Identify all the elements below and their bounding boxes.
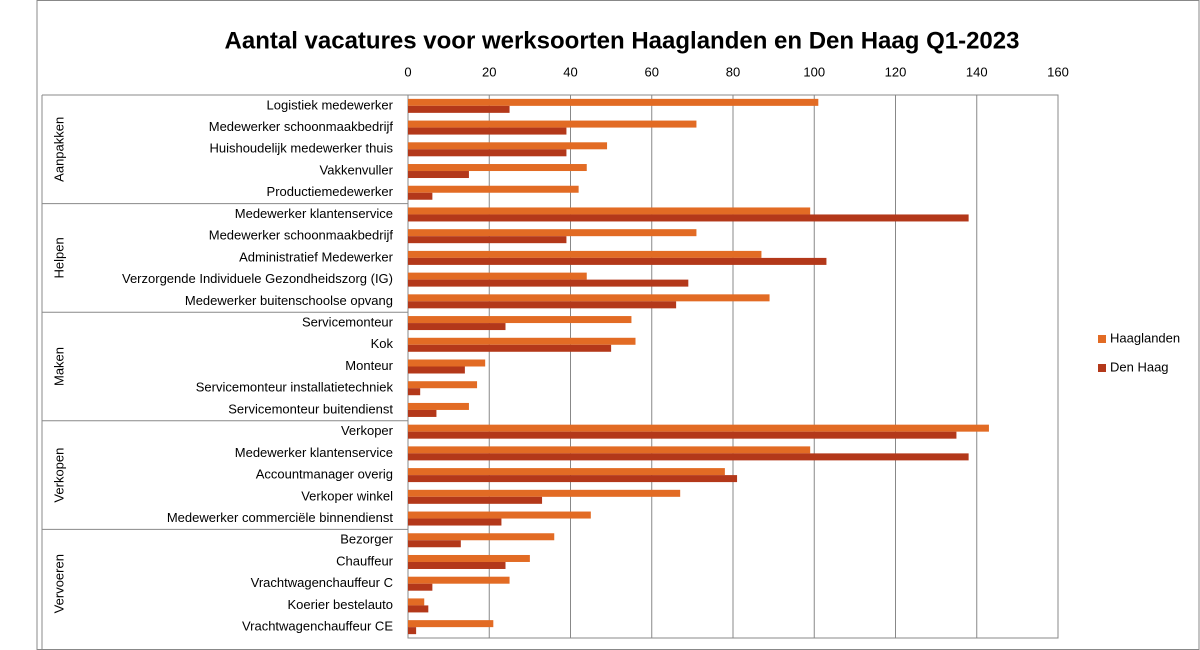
- y-tick-label: Bezorger: [340, 532, 393, 547]
- bar: [408, 431, 957, 439]
- legend-swatch: [1098, 364, 1106, 372]
- bar: [408, 171, 469, 179]
- y-tick-label: Koerier bestelauto: [287, 597, 393, 612]
- bar: [408, 149, 567, 157]
- y-tick-label: Servicemonteur buitendienst: [228, 401, 393, 416]
- bar: [408, 344, 612, 352]
- bar: [408, 105, 510, 113]
- y-tick-label: Verkoper winkel: [301, 488, 393, 503]
- x-tick-label: 20: [482, 64, 496, 79]
- bar: [408, 366, 465, 374]
- bar: [408, 257, 827, 265]
- chart-title: Aantal vacatures voor werksoorten Haagla…: [225, 27, 1020, 54]
- group-label: Maken: [51, 347, 66, 386]
- y-tick-label: Medewerker klantenservice: [235, 445, 393, 460]
- x-tick-label: 160: [1047, 64, 1069, 79]
- y-tick-label: Medewerker schoonmaakbedrijf: [209, 119, 394, 134]
- legend-swatch: [1098, 335, 1106, 343]
- bar: [408, 409, 437, 417]
- y-tick-label: Servicemonteur installatietechniek: [196, 380, 394, 395]
- bar: [408, 229, 697, 237]
- bar: [408, 518, 502, 526]
- y-tick-label: Productiemedewerker: [267, 184, 394, 199]
- y-tick-label: Medewerker klantenservice: [235, 206, 393, 221]
- bar: [408, 279, 689, 287]
- x-tick-label: 100: [803, 64, 825, 79]
- y-tick-label: Medewerker buitenschoolse opvang: [185, 293, 393, 308]
- bar: [408, 424, 989, 432]
- bar: [408, 402, 469, 410]
- bar: [408, 489, 681, 497]
- bar: [408, 214, 969, 222]
- bar: [408, 294, 770, 302]
- x-tick-label: 40: [563, 64, 577, 79]
- x-tick-label: 80: [726, 64, 740, 79]
- bar: [408, 142, 608, 150]
- y-tick-label: Administratief Medewerker: [239, 249, 394, 264]
- bar: [408, 561, 506, 569]
- group-label: Helpen: [51, 237, 66, 278]
- bar: [408, 598, 425, 606]
- bar: [408, 627, 417, 635]
- bar: [408, 453, 969, 461]
- bar: [408, 316, 632, 324]
- group-label: Vervoeren: [51, 554, 66, 613]
- y-tick-label: Kok: [371, 336, 394, 351]
- legend-label: Den Haag: [1110, 359, 1169, 374]
- x-tick-label: 0: [404, 64, 411, 79]
- bar: [408, 272, 587, 280]
- chart-frame: [36, 0, 1200, 650]
- bar: [408, 496, 543, 504]
- bar: [408, 164, 587, 172]
- y-tick-label: Monteur: [345, 358, 393, 373]
- bar: [408, 605, 429, 613]
- group-label: Verkopen: [51, 448, 66, 503]
- bar: [408, 301, 677, 309]
- legend-label: Haaglanden: [1110, 330, 1180, 345]
- x-tick-label: 120: [885, 64, 907, 79]
- y-tick-label: Servicemonteur: [302, 314, 394, 329]
- bar: [408, 381, 478, 389]
- y-tick-label: Medewerker commerciële binnendienst: [167, 510, 394, 525]
- bar: [408, 207, 811, 215]
- y-tick-label: Verzorgende Individuele Gezondheidszorg …: [122, 271, 393, 286]
- bar: [408, 120, 697, 128]
- x-tick-label: 140: [966, 64, 988, 79]
- bar: [408, 323, 506, 331]
- y-tick-label: Accountmanager overig: [256, 467, 393, 482]
- bar: [408, 583, 433, 591]
- y-tick-label: Medewerker schoonmaakbedrijf: [209, 228, 394, 243]
- y-tick-label: Vrachtwagenchauffeur C: [251, 575, 393, 590]
- bar: [408, 98, 819, 106]
- y-tick-label: Vrachtwagenchauffeur CE: [242, 619, 393, 634]
- bar: [408, 540, 461, 548]
- bar: [408, 127, 567, 135]
- bar: [408, 475, 738, 483]
- y-tick-label: Vakkenvuller: [320, 162, 394, 177]
- bar: [408, 511, 591, 519]
- bar: [408, 250, 762, 258]
- bar: [408, 388, 421, 396]
- bar: [408, 554, 530, 562]
- bar: [408, 337, 636, 345]
- bar: [408, 236, 567, 244]
- y-tick-label: Chauffeur: [336, 553, 394, 568]
- bar: [408, 446, 811, 454]
- y-tick-label: Huishoudelijk medewerker thuis: [209, 141, 393, 156]
- bar: [408, 468, 725, 476]
- bar: [408, 576, 510, 584]
- bar: [408, 533, 555, 541]
- bar: [408, 192, 433, 200]
- bar: [408, 359, 486, 367]
- group-label: Aanpakken: [51, 117, 66, 182]
- x-tick-label: 60: [645, 64, 659, 79]
- y-tick-label: Verkoper: [341, 423, 394, 438]
- y-tick-label: Logistiek medewerker: [267, 97, 394, 112]
- bar: [408, 185, 579, 193]
- bar: [408, 620, 494, 628]
